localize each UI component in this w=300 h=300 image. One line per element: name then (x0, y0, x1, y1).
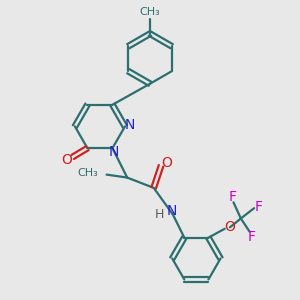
Text: N: N (166, 204, 176, 218)
Text: O: O (61, 153, 72, 167)
Text: CH₃: CH₃ (78, 168, 98, 178)
Text: O: O (161, 156, 172, 170)
Text: O: O (224, 220, 236, 234)
Text: N: N (109, 145, 119, 159)
Text: N: N (125, 118, 136, 132)
Text: F: F (255, 200, 263, 214)
Text: F: F (229, 190, 237, 204)
Text: H: H (155, 208, 164, 221)
Text: F: F (247, 230, 255, 244)
Text: CH₃: CH₃ (140, 8, 160, 17)
